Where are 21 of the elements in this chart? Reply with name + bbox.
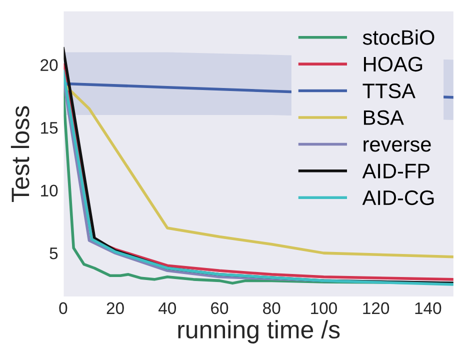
y-tick-label: 10: [41, 184, 58, 197]
x-tick-label: 100: [311, 302, 337, 314]
x-tick-label: 60: [211, 302, 228, 314]
y-tick-label: 20: [40, 59, 58, 71]
x-tick-label: 0: [59, 302, 68, 314]
x-tick-label: 80: [263, 302, 280, 314]
x-tick-label: 20: [106, 302, 124, 314]
y-tick-label: 5: [50, 248, 58, 260]
legend-label: TTSA: [362, 84, 416, 98]
legend-label: reverse: [364, 140, 431, 152]
legend-label: BSA: [364, 110, 404, 125]
legend-label: stocBiO: [362, 30, 434, 45]
legend-label: HOAG: [364, 56, 422, 72]
x-axis-title: running time /s: [178, 320, 340, 344]
y-axis-title: Test loss: [10, 106, 30, 202]
y-tick-label: 15: [41, 122, 58, 134]
x-tick-label: 140: [415, 302, 442, 314]
legend-label: AID-CG: [362, 190, 434, 206]
x-tick-label: 40: [158, 302, 176, 314]
legend-label: AID-FP: [362, 164, 430, 178]
x-tick-label: 120: [363, 302, 390, 314]
